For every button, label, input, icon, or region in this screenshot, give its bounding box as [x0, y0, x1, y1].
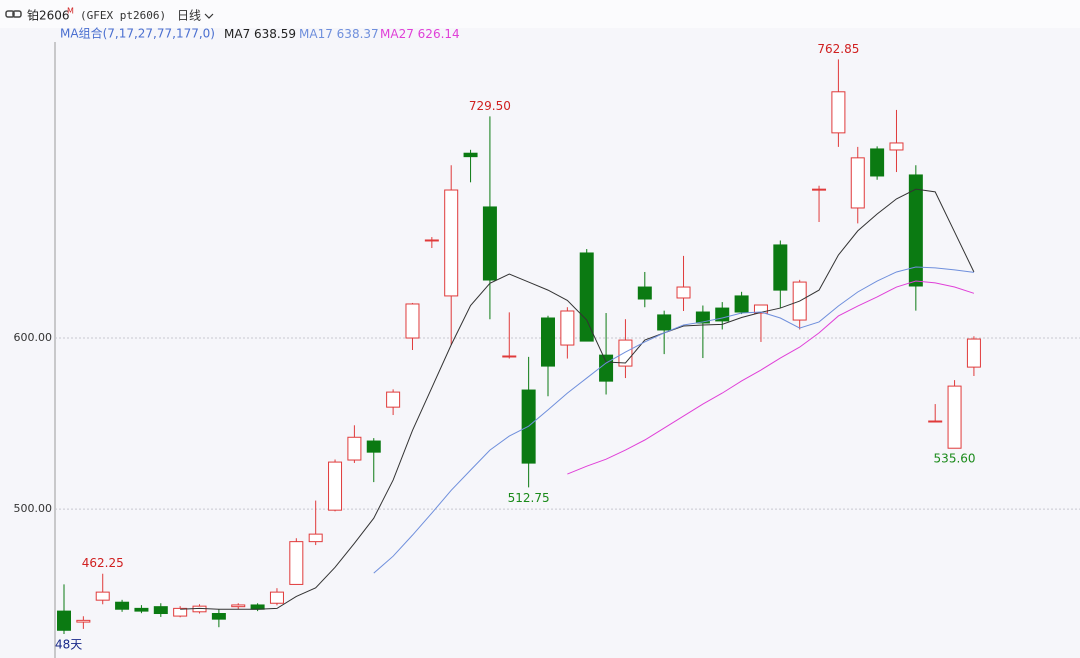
- candle-body: [231, 604, 246, 608]
- candle-body: [560, 310, 575, 346]
- low-label: 512.75: [508, 491, 550, 505]
- candle-body: [424, 239, 439, 242]
- high-label: 462.25: [82, 556, 124, 570]
- candle-body: [599, 354, 614, 382]
- legend-name: MA17: [299, 27, 333, 41]
- candle-body: [502, 355, 517, 358]
- candle-body: [715, 307, 730, 322]
- candle-body: [153, 606, 168, 615]
- candle-body: [676, 286, 691, 299]
- y-tick-label: 600.00: [14, 331, 53, 344]
- candle-body: [850, 157, 865, 209]
- candle-body: [57, 610, 71, 631]
- candle-body: [289, 541, 304, 585]
- y-tick-label: 500.00: [14, 502, 53, 515]
- low-label: 535.60: [934, 452, 976, 466]
- dropdown-chevron[interactable]: [204, 13, 214, 19]
- header-bar: [0, 0, 1080, 28]
- legend-name: MA7: [224, 27, 250, 41]
- period-selector[interactable]: 日线: [177, 9, 201, 23]
- legend-item: MA7 638.59: [224, 27, 296, 41]
- candle-body: [541, 317, 555, 367]
- candle-body: [695, 311, 710, 324]
- symbol: 铂2606: [27, 8, 70, 23]
- candle-body: [637, 286, 652, 300]
- high-label: 762.85: [817, 42, 859, 56]
- candle-body: [618, 339, 633, 367]
- legend-value: 638.59: [254, 27, 296, 41]
- candle-body: [76, 619, 91, 623]
- badge: M: [67, 7, 74, 16]
- candle-body: [579, 252, 594, 342]
- legend-item: MA17 638.37: [299, 27, 379, 41]
- candle-body: [115, 601, 130, 610]
- candle-body: [812, 188, 827, 191]
- candle-body: [947, 385, 962, 449]
- code: (GFEX pt2606): [80, 9, 166, 22]
- candle-body: [211, 613, 226, 620]
- candle-body: [773, 244, 788, 291]
- candle-body: [269, 591, 284, 604]
- candle-body: [134, 607, 149, 612]
- candle-body: [870, 148, 885, 177]
- indicator-label: MA组合(7,17,27,77,177,0): [60, 26, 215, 41]
- candle-body: [405, 303, 420, 339]
- days-label: 48天: [55, 638, 82, 652]
- candle-body: [908, 174, 923, 287]
- candle-body: [889, 142, 904, 151]
- candle-body: [657, 314, 672, 331]
- candle-body: [928, 420, 943, 423]
- legend-name: MA27: [380, 27, 414, 41]
- link-icon: [5, 10, 22, 18]
- candle-body: [966, 338, 981, 368]
- candle-body: [463, 152, 478, 158]
- high-label: 729.50: [469, 99, 511, 113]
- candle-body: [386, 391, 401, 408]
- legend-value: 626.14: [418, 27, 460, 41]
- candle-body: [95, 591, 110, 601]
- ma-line: [567, 280, 975, 475]
- candle-body: [444, 189, 459, 297]
- candle-body: [366, 440, 381, 453]
- candle-body: [173, 607, 188, 617]
- ma-line: [180, 188, 975, 610]
- candle-body: [831, 91, 846, 134]
- candle-body: [328, 461, 343, 511]
- candle-body: [347, 436, 362, 461]
- ma-line: [373, 266, 974, 574]
- candle-body: [308, 533, 323, 543]
- legend-item: MA27 626.14: [380, 27, 460, 41]
- legend-value: 638.37: [337, 27, 379, 41]
- candle-body: [734, 295, 749, 313]
- candle-body: [753, 304, 768, 314]
- candle-body: [482, 206, 497, 281]
